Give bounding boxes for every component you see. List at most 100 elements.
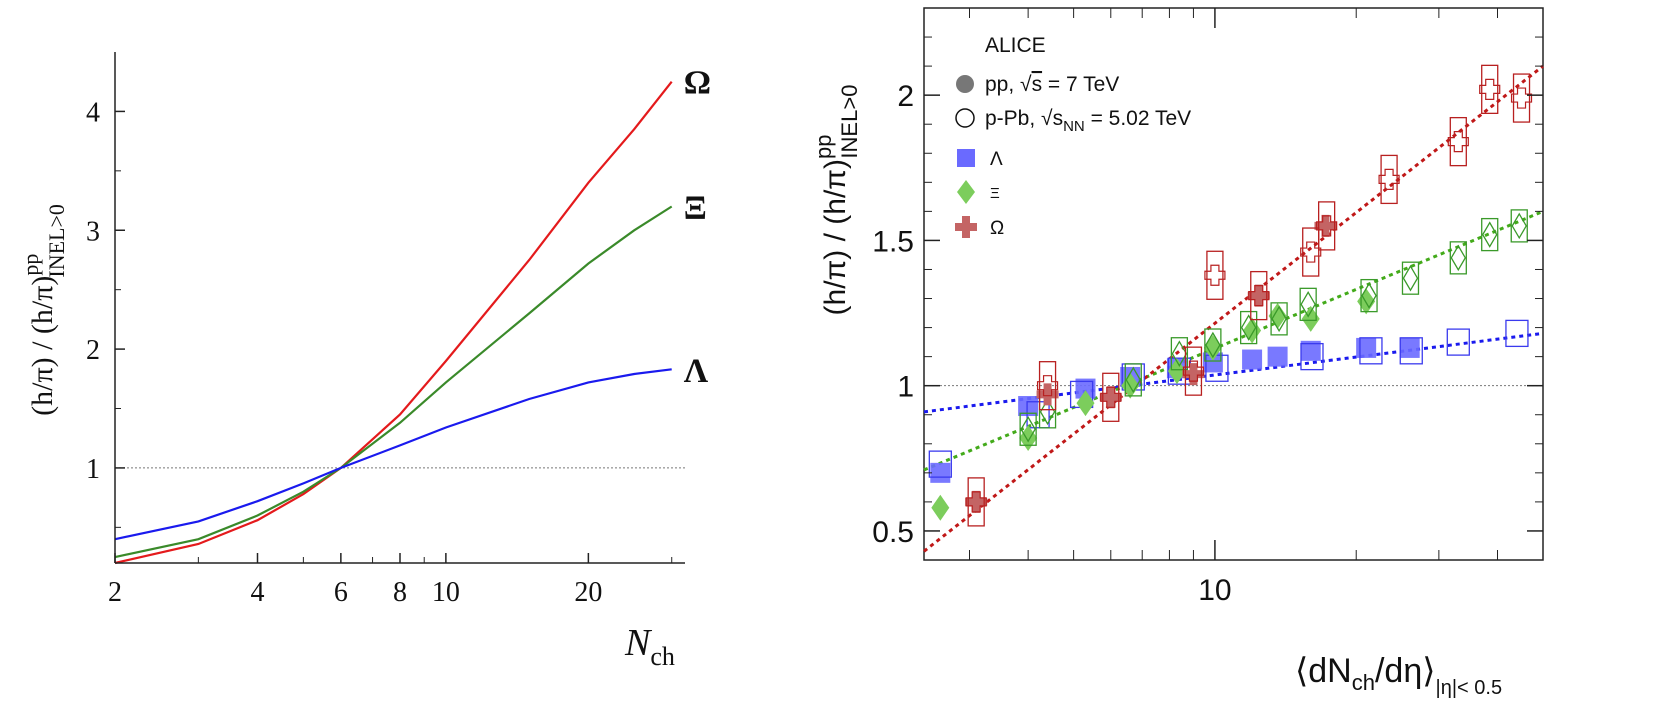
left-y-tick-label-4: 4	[86, 97, 100, 128]
right-y-label-sup: pp	[811, 135, 836, 159]
point-omega-p-pb-3-box	[1184, 346, 1203, 396]
left-x-tick-label-2: 2	[108, 577, 122, 608]
left-series-line-xi	[114, 205, 673, 559]
legend-pp-suffix: = 7 TeV	[1042, 73, 1119, 96]
left-x-label-main: N	[624, 622, 653, 664]
right-tick-layer: 0.5 1 1.5 2 10	[872, 8, 1544, 607]
left-y-axis-label: (h/π) / (h/π)ppINEL>0	[18, 204, 69, 416]
point-omega-p-pb-5	[1248, 285, 1270, 307]
point-omega-p-pb-3	[1182, 360, 1205, 382]
legend-ppb-sub: NN	[1063, 118, 1085, 135]
right-x-label-sub2: |η|< 0.5	[1436, 677, 1503, 699]
left-series-labels: Ω Ξ Λ	[684, 65, 711, 390]
legend-ppb-prefix: p-Pb,	[985, 107, 1041, 130]
point-xi-pp-2	[1076, 390, 1095, 417]
legend-pp-prefix: pp,	[985, 73, 1020, 96]
point-xi-p-pb-5-box	[1240, 310, 1258, 345]
left-y-label-sub: INEL>0	[44, 204, 69, 278]
point-xi-p-pb-0-box	[1019, 412, 1037, 446]
right-y-tick-label-1: 1	[897, 371, 914, 404]
left-series-label-xi: Ξ	[684, 189, 707, 226]
point-xi-p-pb-3-box	[1170, 337, 1189, 371]
right-fit-lines	[923, 64, 1544, 553]
point-xi-p-pb-7	[1300, 291, 1316, 318]
point-xi-p-pb-12	[1511, 212, 1527, 240]
right-x-label-main: ⟨dN	[1295, 652, 1352, 690]
point-xi-p-pb-7-box	[1299, 287, 1317, 321]
point-xi-p-pb-10	[1450, 244, 1467, 272]
point-omega-p-pb-9	[1447, 131, 1469, 153]
left-x-tick-label-6: 6	[334, 577, 348, 608]
point-xi-p-pb-2-box	[1124, 363, 1142, 397]
left-y-tick-label-2: 2	[86, 335, 100, 366]
legend-ppb-s: s	[1053, 107, 1064, 130]
right-x-tick-label-10: 10	[1198, 574, 1231, 607]
point-xi-p-pb-1	[1039, 398, 1056, 426]
point-lambda-pp-0	[930, 462, 951, 483]
point-omega-p-pb-1-box	[1038, 361, 1057, 411]
left-tick-layer: 2 4 6 8 10 20 1 2 3 4	[86, 97, 673, 608]
right-plot-frame	[923, 7, 1544, 561]
point-xi-p-pb-8	[1361, 282, 1377, 309]
point-xi-p-pb-11-box	[1481, 217, 1499, 252]
point-lambda-pp-2	[1075, 378, 1096, 399]
point-xi-p-pb-9-box	[1401, 261, 1420, 295]
legend-ppb-text: p-Pb, √sNN = 5.02 TeV	[985, 107, 1191, 135]
left-y-label-text: (h/π) / (h/π)	[26, 276, 59, 416]
point-lambda-pp-5	[1202, 352, 1223, 373]
point-xi-p-pb-4	[1205, 331, 1221, 359]
point-omega-p-pb-8-box	[1380, 154, 1398, 205]
legend-pp-text: pp, √s = 7 TeV	[985, 73, 1119, 96]
point-omega-p-pb-0-box	[967, 477, 985, 527]
point-xi-p-pb-4-box	[1204, 328, 1222, 362]
legend-lambda-marker	[957, 149, 975, 167]
right-fit-line-lambda	[923, 331, 1544, 414]
left-x-label-sub: ch	[650, 642, 675, 671]
point-xi-p-pb-12-box	[1510, 209, 1528, 243]
point-omega-pp-4	[1247, 284, 1270, 307]
point-omega-pp-2	[1099, 386, 1122, 409]
legend-ppb-sqrt-glyph: √	[1041, 107, 1053, 130]
point-omega-p-pb-1	[1036, 375, 1059, 397]
point-omega-p-pb-2	[1100, 386, 1122, 408]
point-lambda-p-pb-10	[1505, 319, 1529, 348]
legend-ppb-suffix: = 5.02 TeV	[1085, 107, 1191, 130]
point-omega-pp-3	[1182, 363, 1205, 386]
left-x-tick-label-20: 20	[574, 577, 602, 608]
left-axes	[114, 52, 685, 564]
point-lambda-pp-9	[1356, 337, 1377, 358]
point-omega-p-pb-8	[1378, 168, 1400, 191]
point-lambda-p-pb-1	[1026, 401, 1050, 429]
right-fit-line-omega	[923, 64, 1544, 553]
point-omega-p-pb-11-box	[1512, 73, 1531, 123]
point-omega-p-pb-5-box	[1250, 270, 1268, 321]
point-omega-p-pb-0	[965, 491, 987, 513]
point-omega-p-pb-7	[1316, 215, 1338, 237]
point-lambda-pp-1	[1018, 396, 1039, 417]
point-lambda-p-pb-5	[1205, 354, 1229, 382]
legend-pp-s: s	[1032, 73, 1043, 96]
point-omega-p-pb-2-box	[1102, 372, 1120, 422]
legend-omega-text: Ω	[990, 218, 1004, 239]
point-xi-pp-1	[1019, 424, 1038, 451]
right-x-label-sub1: ch	[1352, 670, 1375, 695]
left-panel: 2 4 6 8 10 20 1 2 3 4 Ω Ξ Λ (h/π) / (h/π)ppINEL>0 N…	[18, 52, 711, 671]
left-series-line-omega	[114, 81, 673, 565]
right-y-tick-label-0-5: 0.5	[872, 516, 914, 549]
right-frame	[923, 7, 1544, 561]
point-xi-pp-4	[1167, 358, 1186, 385]
right-y-tick-label-2: 2	[897, 80, 914, 113]
right-x-axis-label: ⟨dNch/dη⟩|η|< 0.5	[1295, 652, 1502, 699]
point-omega-p-pb-4	[1204, 264, 1226, 286]
legend-pp-sqrt-glyph: √	[1020, 73, 1032, 96]
point-lambda-p-pb-8	[1399, 337, 1423, 365]
right-y-label-sub: INEL>0	[837, 85, 862, 159]
point-omega-p-pb-4-box	[1206, 250, 1224, 300]
legend-ppb-marker	[955, 108, 975, 128]
legend-xi-marker	[957, 180, 975, 204]
right-y-tick-label-1-5: 1.5	[872, 225, 914, 258]
point-omega-p-pb-10-box	[1481, 64, 1499, 114]
left-x-tick-label-10: 10	[432, 577, 460, 608]
point-xi-p-pb-11	[1481, 221, 1498, 248]
